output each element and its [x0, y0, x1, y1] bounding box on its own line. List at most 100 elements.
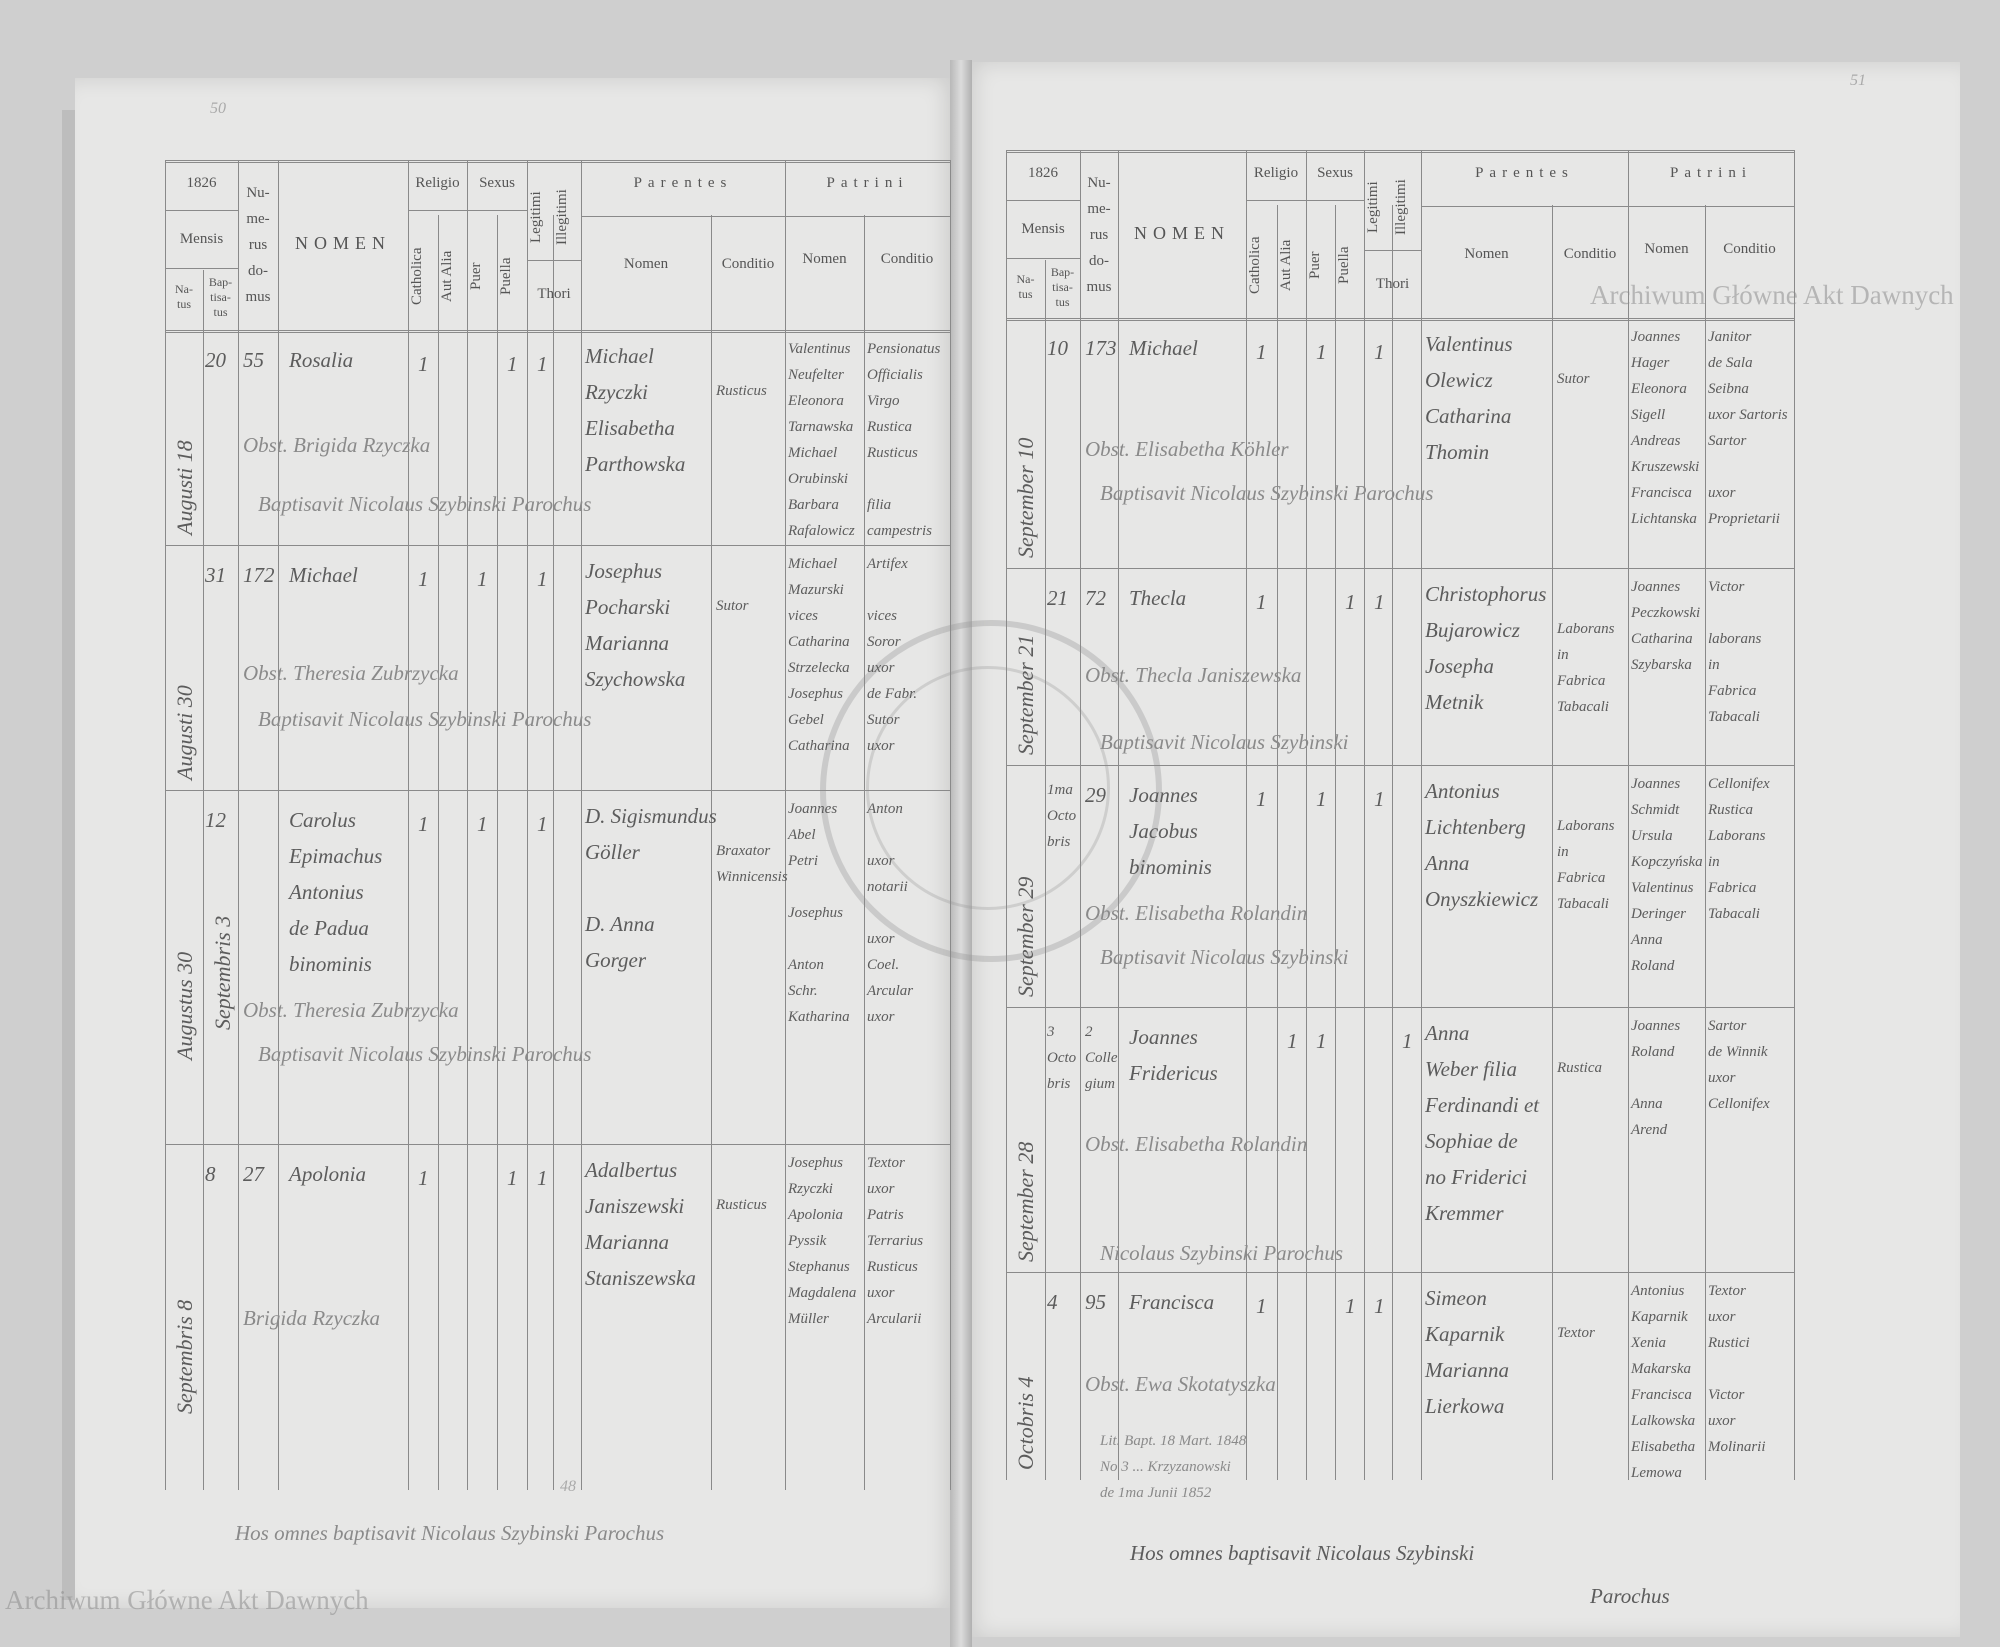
legitimi-label: Legitimi: [1365, 181, 1381, 234]
column-rule: [1277, 205, 1278, 1480]
header-sub-rule: [1006, 200, 1080, 201]
entry-godparents-condition: Textor uxor Patris Terrarius Rusticus ux…: [867, 1155, 924, 1327]
entry-month: September 29: [1013, 876, 1038, 997]
entry-godparents-names: Valentinus Neufelter Eleonora Tarnawska …: [788, 341, 855, 539]
entry-child-name: Carolus Epimachus Antonius de Padua bino…: [289, 808, 383, 976]
right-closing-sign: Parochus: [1590, 1584, 1670, 1608]
entry-baptized-day: 10: [1047, 336, 1068, 360]
entry-godparents-condition: Artifex vices Soror uxor de Fabr. Sutor …: [867, 556, 917, 754]
entry-puella-mark: 1: [1345, 590, 1356, 614]
entry-house-number: 95: [1085, 1290, 1106, 1314]
catholica-label: Catholica: [409, 247, 425, 305]
column-rule: [165, 160, 166, 1490]
entry-legitimi-mark: 1: [1374, 590, 1385, 614]
header-sub-rule: [581, 216, 950, 217]
entry-child-name: Michael: [1129, 336, 1198, 360]
entry-house-number: 172: [243, 563, 275, 587]
numerus-domus-label: Nu- me- rus do- mus: [245, 185, 271, 305]
entry-legitimi-mark: 1: [537, 352, 548, 376]
entry-godparents-names: Antonius Kaparnik Xenia Makarska Francis…: [1631, 1283, 1696, 1481]
column-rule: [1364, 150, 1365, 1480]
entry-godparents-names: Joannes Hager Eleonora Sigell Andreas Kr…: [1631, 329, 1700, 527]
entry-house-number: 29: [1085, 783, 1106, 807]
entry-baptized-by: Baptisavit Nicolaus Szybinski Parochus: [258, 1042, 592, 1066]
entry-midwife: Obst. Ewa Skotatyszka: [1085, 1372, 1276, 1396]
column-rule: [1552, 205, 1553, 1480]
entry-godparents-names: Joannes Abel Petri Josephus Anton Schr. …: [788, 801, 850, 1025]
baptisatus-label: Bap- tisa- tus: [1050, 265, 1075, 309]
entry-godparents-names: Michael Mazurski vices Catharina Strzele…: [788, 556, 850, 754]
header-bottom-rule: [1006, 318, 1794, 321]
entry-baptized-by: Baptisavit Nicolaus Szybinski Parochus: [258, 492, 592, 516]
column-rule: [1246, 150, 1247, 1480]
column-rule: [408, 160, 409, 1490]
entry-baptized-day: 20: [205, 348, 226, 372]
entry-child-name: Michael: [289, 563, 358, 587]
entry-puer-mark: 1: [1316, 787, 1327, 811]
column-rule: [1421, 150, 1422, 1480]
thori-label: Thori: [537, 286, 571, 302]
entry-child-name: Rosalia: [289, 348, 354, 372]
left-page: [75, 78, 960, 1608]
entry-parents-names: Christophorus Bujarowicz Josepha Metnik: [1425, 582, 1547, 714]
entry-baptized-day: 12: [205, 808, 226, 832]
thori-label: Thori: [1375, 276, 1410, 292]
entry-parents-names: Antonius Lichtenberg Anna Onyszkiewicz: [1425, 779, 1539, 911]
nomen-header: NOMEN: [295, 233, 391, 253]
entry-midwife: Brigida Rzyczka: [243, 1306, 381, 1330]
entry-parents-condition: Rusticus: [716, 383, 767, 399]
entry-baptized-by: Baptisavit Nicolaus Szybinski Parochus: [1100, 481, 1434, 505]
entry-month: Augusti 30: [172, 685, 197, 780]
column-rule: [1045, 260, 1046, 1480]
entry-godparents-names: Joannes Roland Anna Arend: [1631, 1018, 1681, 1138]
entry-parents-names: Valentinus Olewicz Catharina Thomin: [1425, 332, 1513, 464]
natus-label: Na- tus: [175, 282, 193, 311]
entry-baptized-day: 4: [1047, 1290, 1058, 1314]
entry-child-name: Francisca: [1129, 1290, 1215, 1314]
entry-parents-condition: Textor: [1557, 1325, 1595, 1341]
entry-parents-condition: Rustica: [1557, 1060, 1602, 1076]
patrini-nomen-label: Nomen: [1644, 241, 1689, 257]
entry-separator: [165, 1144, 950, 1145]
natus-label: Na- tus: [1016, 272, 1035, 301]
table-top-rule: [165, 160, 950, 163]
parentes-header: Parentes: [633, 175, 733, 191]
entry-house-number: 2 Colle gium: [1085, 1024, 1118, 1092]
entry-godparents-condition: Sartor de Winnik uxor Cellonifex: [1708, 1018, 1770, 1112]
header-sub-rule: [165, 268, 238, 269]
column-rule: [1335, 205, 1336, 1480]
entry-legitimi-mark: 1: [1374, 1294, 1385, 1318]
entry-midwife: Obst. Elisabetha Rolandin: [1085, 1132, 1308, 1156]
entry-separator: [1006, 1007, 1794, 1008]
column-rule: [278, 160, 279, 1490]
watermark-top-right: Archiwum Główne Akt Dawnych: [1590, 280, 1954, 310]
puella-label: Puella: [1336, 246, 1352, 284]
column-rule: [203, 270, 204, 1490]
entry-house-number: 27: [243, 1162, 264, 1186]
entry-godparents-names: Josephus Rzyczki Apolonia Pyssik Stephan…: [788, 1155, 857, 1327]
parentes-nomen-label: Nomen: [1464, 246, 1509, 262]
archive-stamp-inner-ring: [866, 666, 1110, 910]
entry-baptized-by: Nicolaus Szybinski Parochus: [1100, 1241, 1344, 1265]
patrini-header: Patrini: [826, 175, 909, 191]
column-rule: [864, 215, 865, 1490]
entry-child-name: Thecla: [1129, 586, 1187, 610]
entry-baptized-day: 21: [1047, 586, 1068, 610]
entry-baptized-by: Baptisavit Nicolaus Szybinski: [1100, 945, 1349, 969]
column-rule: [785, 160, 786, 1490]
entry-midwife: Obst. Theresia Zubrzycka: [243, 998, 459, 1022]
entry-month: Augustus 30: [172, 951, 197, 1060]
entry-puella-mark: 1: [507, 1166, 518, 1190]
entry-separator: [1006, 568, 1794, 569]
parentes-conditio-label: Conditio: [721, 256, 775, 272]
mensis-label: Mensis: [1021, 221, 1065, 237]
entry-godparents-condition: Janitor de Sala Seibna uxor Sartoris Sar…: [1708, 329, 1788, 527]
header-bottom-rule: [165, 330, 950, 333]
entry-baptized-day: 1ma Octo bris: [1047, 782, 1077, 850]
table-top-rule: [1006, 150, 1794, 153]
mensis-label: Mensis: [179, 231, 224, 247]
entry-parents-names: Adalbertus Janiszewski Marianna Stanisze…: [585, 1158, 696, 1290]
entry-illegitimi-mark: 1: [1402, 1029, 1413, 1053]
entry-legitimi-mark: 1: [537, 567, 548, 591]
header-sub-rule: [1006, 258, 1080, 259]
